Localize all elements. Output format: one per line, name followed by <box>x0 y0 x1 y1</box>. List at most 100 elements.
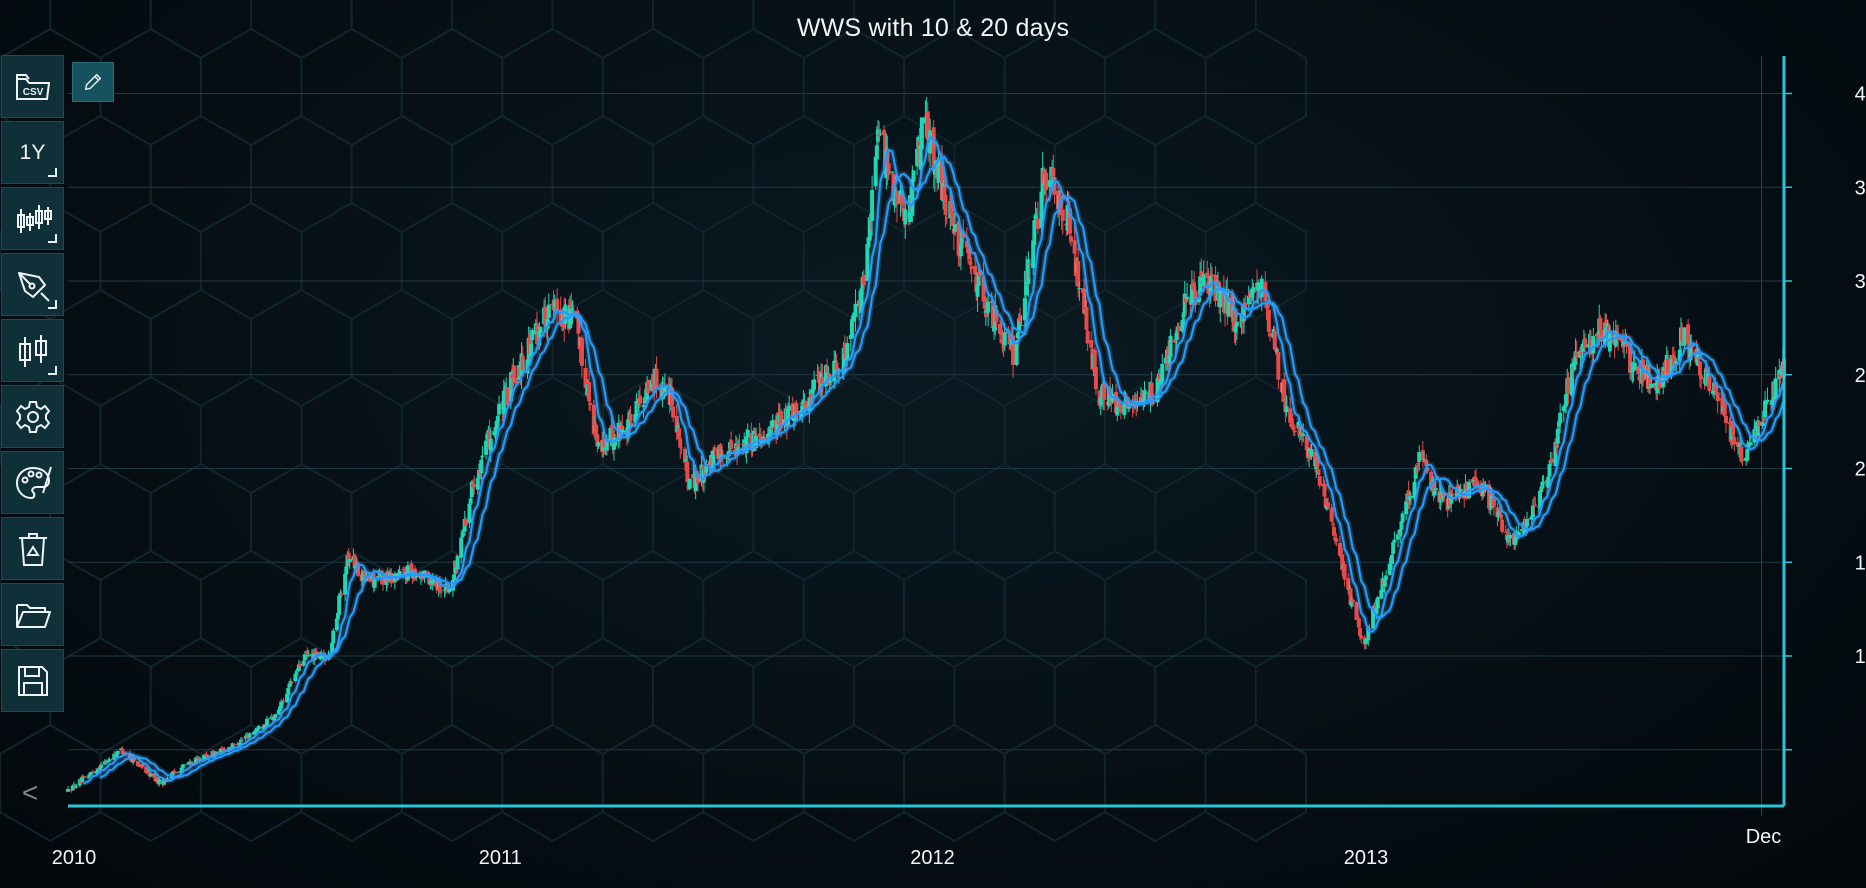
candle <box>480 446 485 467</box>
candle <box>305 647 310 660</box>
candle <box>238 737 243 744</box>
open-file-button[interactable] <box>1 583 64 646</box>
candle <box>1266 299 1271 334</box>
folder-open-icon <box>15 603 51 628</box>
candle <box>510 364 515 391</box>
candle <box>608 426 613 447</box>
settings-button[interactable] <box>1 385 64 448</box>
candle <box>1570 358 1575 400</box>
candle <box>890 171 895 175</box>
chart-title: WWS with 10 & 20 days <box>796 14 1070 42</box>
collapse-toolbar-arrow[interactable]: < <box>22 777 39 808</box>
color-theme-button[interactable] <box>1 451 64 514</box>
candle <box>794 400 799 422</box>
candle <box>520 345 525 372</box>
candle <box>289 681 294 687</box>
candle <box>886 153 891 181</box>
candle <box>120 746 125 756</box>
candle <box>331 628 336 647</box>
candle <box>90 769 95 775</box>
candle <box>1533 496 1538 506</box>
moving-average-20-line <box>99 155 1786 779</box>
candle <box>1019 316 1024 327</box>
candle <box>1413 464 1418 489</box>
edit-pencil-button[interactable] <box>72 62 114 102</box>
save-button[interactable] <box>1 649 64 712</box>
candle <box>1060 195 1065 235</box>
candle <box>809 380 814 405</box>
candle <box>685 455 690 491</box>
candle <box>1288 396 1293 425</box>
candle <box>1340 547 1345 577</box>
candle <box>981 262 986 307</box>
candle <box>256 724 261 732</box>
pen-nib-icon <box>17 271 50 302</box>
candle <box>1350 597 1355 606</box>
candle <box>569 292 574 316</box>
candle <box>306 649 311 658</box>
candle <box>397 565 402 576</box>
candle <box>1632 350 1637 372</box>
candle <box>787 395 792 414</box>
candle <box>1342 561 1347 587</box>
candle <box>1391 540 1396 556</box>
candle <box>638 386 642 409</box>
candle <box>1487 480 1492 514</box>
recycle-bin-icon <box>18 532 47 566</box>
candle <box>243 733 248 742</box>
candle <box>825 359 830 376</box>
candle <box>919 117 924 168</box>
candle <box>344 565 349 578</box>
candle <box>801 390 806 412</box>
candle <box>1740 458 1745 467</box>
candle <box>1185 282 1190 302</box>
axes <box>68 56 1786 808</box>
candle <box>1387 557 1392 576</box>
candle <box>1052 172 1057 204</box>
candle <box>302 653 307 662</box>
candle <box>347 558 352 569</box>
candle <box>463 516 468 527</box>
chart-type-button[interactable] <box>1 187 64 250</box>
candle <box>1508 532 1513 547</box>
candle <box>339 591 344 598</box>
candle <box>683 446 688 472</box>
candle <box>861 269 866 296</box>
drawing-tools-button[interactable] <box>1 253 64 316</box>
open-csv-button[interactable]: CSV <box>1 55 64 118</box>
candle <box>944 212 949 225</box>
candle <box>1392 531 1397 545</box>
candle-style-button[interactable] <box>1 319 64 382</box>
candle <box>853 289 858 332</box>
candle <box>1630 361 1635 384</box>
candle <box>240 737 245 741</box>
candle <box>132 758 137 762</box>
candle <box>1496 509 1501 522</box>
candle <box>1384 569 1389 587</box>
candle <box>1044 168 1049 205</box>
candle <box>745 423 750 448</box>
candle <box>812 370 817 400</box>
candle <box>1431 475 1436 501</box>
candle <box>1755 416 1760 437</box>
candle <box>1648 368 1653 395</box>
candles <box>66 97 1786 793</box>
candle <box>1317 475 1322 489</box>
candle <box>1363 638 1368 650</box>
moving-average-10-line <box>82 135 1785 785</box>
candle <box>770 413 775 436</box>
candle <box>1404 499 1409 520</box>
time-range-button[interactable]: 1Y <box>1 121 64 184</box>
candle <box>1549 452 1554 466</box>
candle <box>1272 326 1277 352</box>
candle <box>894 188 899 223</box>
delete-button[interactable] <box>1 517 64 580</box>
candle <box>99 761 104 771</box>
candle <box>1757 420 1762 434</box>
candle <box>1599 322 1604 349</box>
candle <box>459 530 464 564</box>
candle <box>157 777 162 787</box>
candle <box>1199 258 1204 278</box>
